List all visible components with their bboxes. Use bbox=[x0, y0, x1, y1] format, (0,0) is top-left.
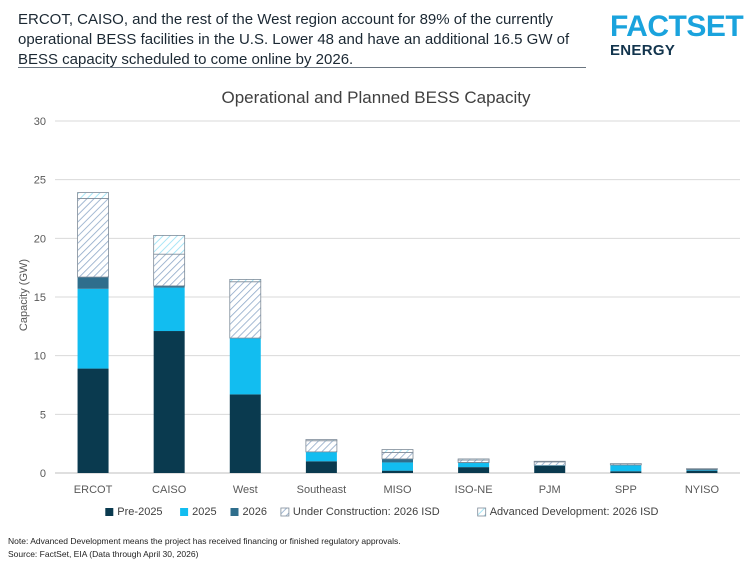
bar-segment-iso-ne-advanced-development-2026-isd bbox=[457, 458, 490, 461]
legend-swatch bbox=[280, 507, 290, 517]
x-tick-label: MISO bbox=[383, 484, 412, 496]
x-tick-label: ERCOT bbox=[74, 484, 113, 496]
bar-segment-southeast-advanced-development-2026-isd bbox=[305, 439, 338, 442]
bar-segment-caiso-2026 bbox=[153, 285, 185, 288]
logo-wordmark: FACTSET bbox=[610, 10, 744, 43]
legend: Pre-2025 2025 2026 Under Construction: 2026… bbox=[105, 506, 659, 518]
bar-segment-west-pre-2025 bbox=[229, 394, 261, 473]
bar-segment-nyiso-pre-2025 bbox=[686, 470, 718, 473]
legend-label: Pre-2025 bbox=[117, 506, 162, 518]
bar-segment-pjm-pre-2025 bbox=[534, 465, 566, 473]
bar-segment-spp-under-construction-2026-isd bbox=[609, 463, 642, 466]
bar-segment-iso-ne-2025 bbox=[458, 463, 490, 468]
bars bbox=[77, 192, 718, 473]
legend-label: Under Construction: 2026 ISD bbox=[293, 506, 440, 518]
legend-swatch bbox=[230, 508, 239, 516]
bar-segment-nyiso-2025 bbox=[686, 470, 718, 471]
bar-segment-ercot-2025 bbox=[77, 288, 109, 369]
bar-segment-caiso-pre-2025 bbox=[153, 331, 185, 473]
bar-segment-ercot-2026 bbox=[77, 277, 109, 289]
bar-segment-pjm-under-construction-2026-isd bbox=[533, 461, 566, 466]
bar-segment-ercot-advanced-development-2026-isd bbox=[77, 192, 109, 199]
x-tick-label: SPP bbox=[615, 484, 637, 496]
legend-swatch bbox=[105, 508, 114, 516]
y-axis-label: Capacity (GW) bbox=[18, 259, 30, 331]
x-tick-label: Southeast bbox=[297, 484, 347, 496]
y-axis-ticks: 0 5 10 15 20 25 30 bbox=[34, 116, 46, 480]
bar-segment-west-advanced-development-2026-isd bbox=[229, 278, 262, 283]
legend-swatch bbox=[180, 508, 189, 516]
bar-segment-southeast-2025 bbox=[305, 451, 337, 462]
bar-segment-miso-2026 bbox=[382, 458, 413, 463]
x-tick-label: ISO-NE bbox=[455, 484, 493, 496]
bar-segment-southeast-pre-2025 bbox=[305, 461, 337, 473]
footnote-source: Source: FactSet, EIA (Data through April… bbox=[8, 549, 199, 559]
y-tick-label: 25 bbox=[34, 175, 46, 187]
legend-label: 2025 bbox=[192, 506, 216, 518]
logo-subtitle: ENERGY bbox=[610, 42, 676, 59]
legend-label: 2026 bbox=[243, 506, 267, 518]
x-axis-ticks: ERCOT CAISO West Southeast MISO ISO-NE PJM SPP N… bbox=[74, 484, 720, 496]
bar-segment-spp-2025 bbox=[610, 465, 642, 472]
bar-segment-miso-advanced-development-2026-isd bbox=[381, 449, 414, 453]
bar-segment-miso-under-construction-2026-isd bbox=[381, 452, 414, 460]
legend-label: Advanced Development: 2026 ISD bbox=[490, 506, 659, 518]
footnote-note: Note: Advanced Development means the pro… bbox=[8, 536, 401, 546]
bar-segment-caiso-advanced-development-2026-isd bbox=[153, 234, 186, 255]
bar-segment-southeast-under-construction-2026-isd bbox=[305, 440, 338, 453]
bar-segment-nyiso-under-construction-2026-isd bbox=[686, 468, 718, 470]
y-tick-label: 30 bbox=[34, 116, 46, 128]
y-tick-label: 20 bbox=[34, 233, 46, 245]
x-tick-label: NYISO bbox=[685, 484, 720, 496]
x-tick-label: PJM bbox=[539, 484, 561, 496]
x-tick-label: CAISO bbox=[152, 484, 187, 496]
headline: ERCOT, CAISO, and the rest of the West r… bbox=[18, 11, 570, 68]
y-tick-label: 0 bbox=[40, 468, 46, 480]
bar-segment-caiso-2025 bbox=[153, 287, 185, 332]
bar-segment-west-under-construction-2026-isd bbox=[229, 281, 262, 339]
chart-title: Operational and Planned BESS Capacity bbox=[221, 88, 531, 107]
legend-swatch bbox=[477, 507, 487, 517]
x-tick-label: West bbox=[233, 484, 258, 496]
bar-segment-ercot-pre-2025 bbox=[77, 368, 109, 473]
bar-segment-caiso-under-construction-2026-isd bbox=[153, 253, 186, 287]
bar-segment-ercot-under-construction-2026-isd bbox=[77, 198, 109, 278]
y-tick-label: 5 bbox=[40, 409, 46, 421]
bess-capacity-chart: Operational and Planned BESS Capacity Ca… bbox=[18, 88, 740, 518]
bar-segment-pjm-advanced-development-2026-isd bbox=[533, 460, 566, 463]
headline-divider bbox=[18, 67, 586, 68]
bar-segment-spp-pre-2025 bbox=[610, 471, 642, 473]
y-tick-label: 15 bbox=[34, 292, 46, 304]
bar-segment-miso-2025 bbox=[382, 462, 413, 471]
bar-segment-miso-pre-2025 bbox=[382, 470, 413, 473]
y-tick-label: 10 bbox=[34, 351, 46, 363]
bar-segment-west-2025 bbox=[229, 338, 261, 395]
bar-segment-nyiso-2026 bbox=[686, 469, 718, 471]
factset-energy-logo: FACTSET ENERGY bbox=[610, 10, 744, 66]
bar-segment-iso-ne-pre-2025 bbox=[458, 467, 490, 473]
